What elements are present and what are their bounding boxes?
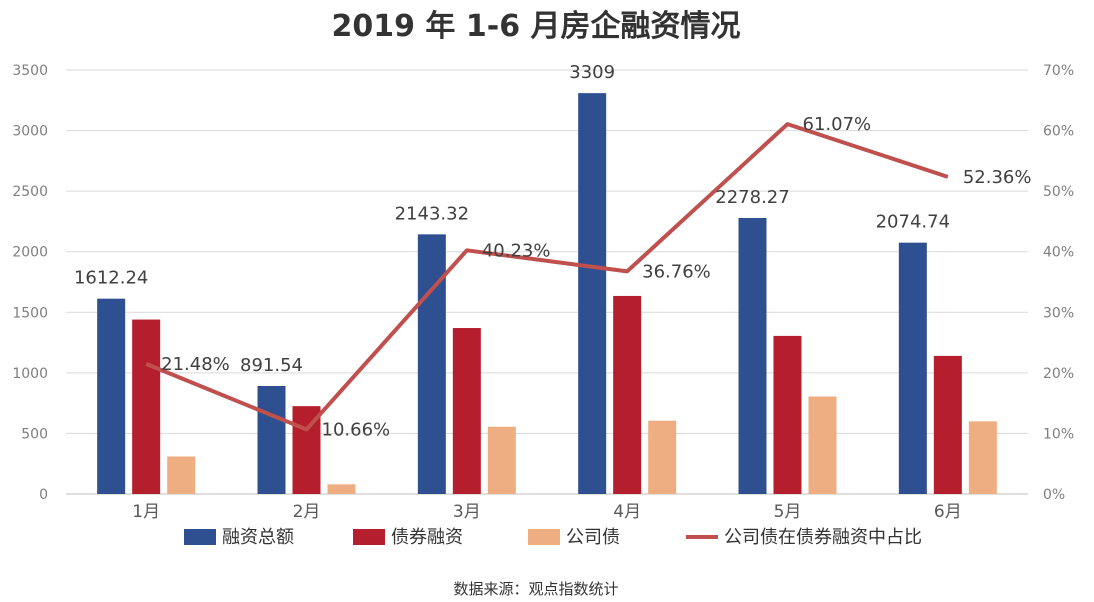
bar <box>257 385 286 494</box>
ratio-value-label: 10.66% <box>322 419 391 440</box>
legend-item: 公司债在债券融资中占比 <box>686 527 922 548</box>
bar-value-label: 2074.74 <box>876 212 950 233</box>
bar <box>968 421 997 494</box>
right-tick-label: 30% <box>1043 305 1074 321</box>
ratio-series-line <box>145 122 949 432</box>
bar <box>417 234 446 494</box>
right-axis: 0% 10% 20% 30% 40% 50% 60% 70% <box>1043 63 1074 503</box>
bar <box>327 484 356 494</box>
right-tick-label: 40% <box>1043 245 1074 261</box>
left-tick-label: 3000 <box>12 124 48 140</box>
bar-value-label: 2278.27 <box>715 187 789 208</box>
ratio-value-label: 52.36% <box>963 167 1032 188</box>
ratio-value-label: 21.48% <box>161 354 230 375</box>
legend: 融资总额 债券融资 公司债 公司债在债券融资中占比 <box>184 527 922 548</box>
left-tick-label: 0 <box>39 487 48 503</box>
bar <box>452 328 481 494</box>
category-label: 2月 <box>293 502 321 522</box>
bar-value-label: 3309 <box>569 62 615 83</box>
bar-value-label: 2143.32 <box>395 203 469 224</box>
data-labels: 1612.24 891.54 2143.32 3309 2278.27 2074.74 21… <box>74 62 1032 440</box>
right-tick-label: 70% <box>1043 63 1074 79</box>
category-label: 6月 <box>934 502 962 522</box>
left-tick-label: 3500 <box>12 63 48 79</box>
left-tick-label: 2000 <box>12 245 48 261</box>
category-label: 4月 <box>613 502 641 522</box>
bar <box>648 420 677 494</box>
bar <box>613 295 642 494</box>
legend-item: 融资总额 <box>184 527 294 548</box>
legend-item: 债券融资 <box>353 527 463 548</box>
right-tick-label: 0% <box>1043 487 1065 503</box>
left-tick-label: 1000 <box>12 366 48 382</box>
category-label: 5月 <box>774 502 802 522</box>
legend-label: 公司债在债券融资中占比 <box>724 527 922 548</box>
legend-label: 债券融资 <box>391 527 463 548</box>
bar <box>773 335 802 494</box>
bar <box>898 242 927 494</box>
bar <box>738 218 767 495</box>
bars <box>97 93 997 495</box>
right-tick-label: 20% <box>1043 366 1074 382</box>
bar <box>167 456 196 494</box>
legend-swatch <box>528 529 560 545</box>
left-tick-label: 1500 <box>12 305 48 321</box>
right-tick-label: 50% <box>1043 184 1074 200</box>
category-label: 3月 <box>453 502 481 522</box>
bar <box>487 426 516 494</box>
x-axis: 1月 2月 3月 4月 5月 6月 <box>132 502 961 522</box>
gridlines <box>66 69 1028 495</box>
bar <box>132 319 161 494</box>
legend-swatch <box>353 529 385 545</box>
bar <box>97 298 126 494</box>
bar-value-label: 1612.24 <box>74 268 148 289</box>
bar <box>578 93 607 495</box>
ratio-value-label: 40.23% <box>482 240 551 261</box>
left-tick-label: 500 <box>21 426 48 442</box>
left-tick-label: 2500 <box>12 184 48 200</box>
bar <box>933 355 962 494</box>
right-tick-label: 10% <box>1043 426 1074 442</box>
legend-swatch <box>184 529 216 545</box>
legend-item: 公司债 <box>528 527 620 548</box>
left-axis: 0 500 1000 1500 2000 2500 3000 3500 <box>12 63 48 503</box>
right-tick-label: 60% <box>1043 124 1074 140</box>
chart-title: 2019 年 1-6 月房企融资情况 <box>331 9 740 44</box>
category-label: 1月 <box>132 502 160 522</box>
bar-value-label: 891.54 <box>240 355 303 376</box>
bar <box>808 396 837 494</box>
legend-label: 融资总额 <box>222 527 294 548</box>
ratio-value-label: 61.07% <box>803 114 872 135</box>
source-note: 数据来源：观点指数统计 <box>453 580 618 598</box>
ratio-value-label: 36.76% <box>642 261 711 282</box>
legend-label: 公司债 <box>566 527 620 548</box>
ratio-line <box>145 122 949 432</box>
